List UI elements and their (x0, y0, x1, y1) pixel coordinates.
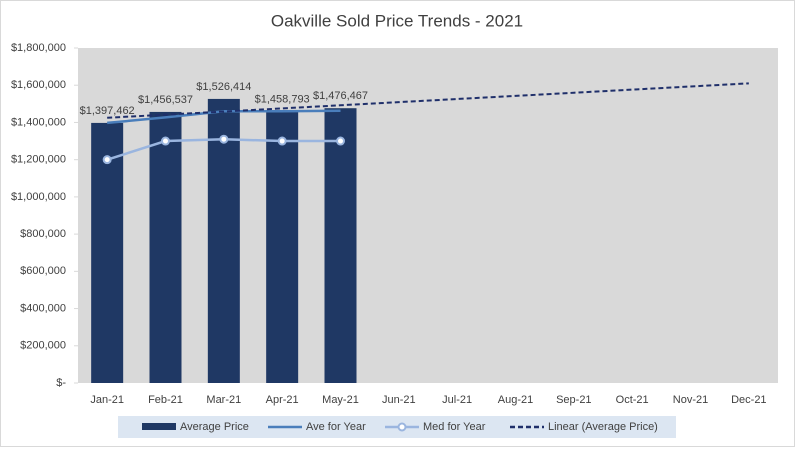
marker (277, 136, 287, 146)
y-tick-label: $800,000 (20, 228, 66, 240)
line (107, 82, 749, 119)
marker (161, 136, 170, 146)
marker (102, 155, 112, 165)
x-tick-label: May-21 (322, 394, 359, 406)
x-tick-label: Dec-21 (731, 394, 766, 406)
x-tick-label: Mar-21 (206, 394, 241, 406)
chart-title: Oakville Sold Price Trends - 2021 (271, 11, 523, 30)
bar (149, 111, 182, 384)
data-label: $1,526,414 (196, 81, 251, 93)
plot-area (78, 48, 778, 383)
bar (207, 98, 240, 384)
y-tick-label: $400,000 (20, 302, 66, 314)
legend-label: Med for Year (423, 421, 486, 433)
y-tick-label: $1,200,000 (11, 154, 66, 166)
bar (91, 122, 124, 383)
data-label: $1,456,537 (138, 94, 193, 106)
legend-marker (397, 422, 407, 432)
legend-swatch (142, 423, 176, 430)
x-tick-label: Sep-21 (556, 394, 591, 406)
marker (219, 134, 229, 144)
legend-label: Ave for Year (306, 421, 366, 433)
data-label: $1,397,462 (80, 105, 135, 117)
marker (336, 136, 345, 146)
x-tick-label: Apr-21 (266, 394, 299, 406)
y-tick-label: $1,800,000 (11, 42, 66, 54)
y-tick-label: $1,000,000 (11, 191, 66, 203)
data-label: $1,458,793 (255, 93, 310, 105)
x-tick-label: Jan-21 (90, 394, 124, 406)
legend-label: Average Price (180, 421, 249, 433)
y-tick-label: $1,400,000 (11, 116, 66, 128)
bar (266, 111, 299, 383)
x-tick-label: Feb-21 (148, 394, 183, 406)
data-label: $1,476,467 (313, 90, 368, 102)
x-tick-label: Jul-21 (442, 394, 472, 406)
bar (324, 108, 357, 384)
x-tick-label: Oct-21 (616, 394, 649, 406)
legend-label: Linear (Average Price) (548, 421, 658, 433)
x-tick-label: Jun-21 (382, 394, 416, 406)
y-tick-label: $600,000 (20, 265, 66, 277)
y-tick-label: $200,000 (20, 340, 66, 352)
x-tick-label: Aug-21 (498, 394, 533, 406)
y-tick-label: $- (56, 377, 66, 389)
x-tick-label: Nov-21 (673, 394, 708, 406)
y-tick-label: $1,600,000 (11, 79, 66, 91)
